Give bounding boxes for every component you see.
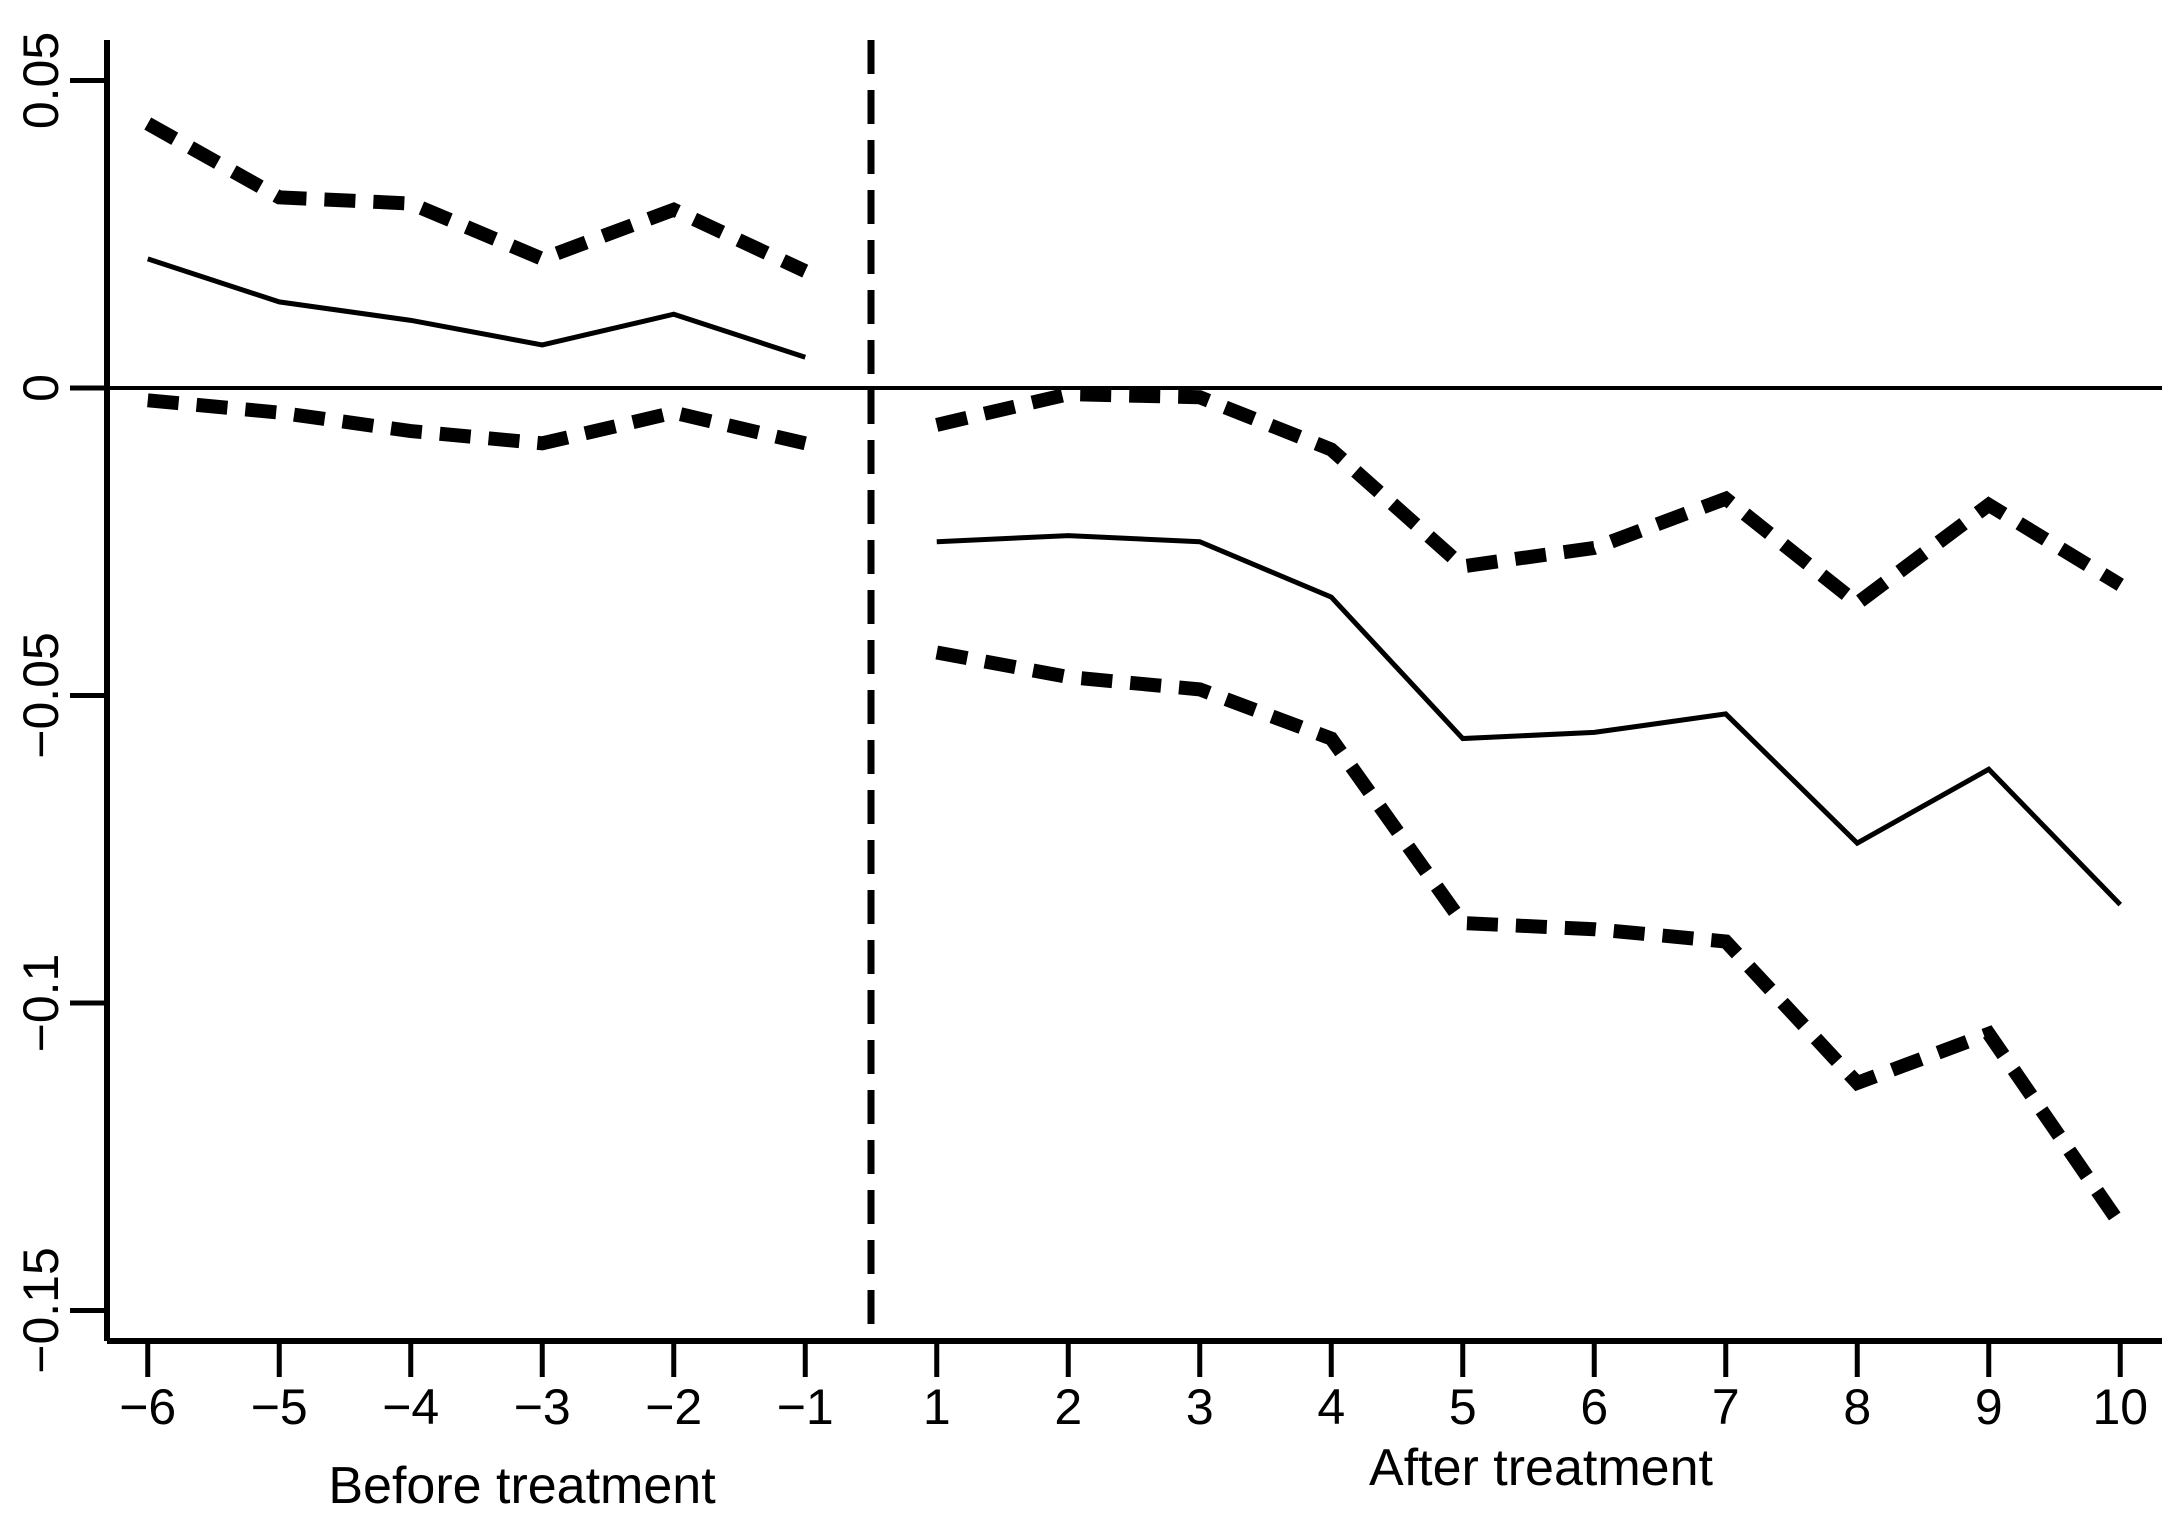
y-tick-label: −0.05 — [13, 632, 69, 759]
x-tick-label: 4 — [1317, 1379, 1345, 1435]
y-tick-label: −0.15 — [13, 1247, 69, 1374]
x-tick-label: 5 — [1449, 1379, 1477, 1435]
series-lower-ci-before — [147, 393, 807, 451]
x-tick-label: 7 — [1712, 1379, 1740, 1435]
y-axis: 0.05 0 −0.05 −0.1 −0.15 — [13, 32, 110, 1374]
x-tick-label: −3 — [514, 1379, 571, 1435]
series-estimate-after — [936, 533, 2123, 907]
x-tick-label: 6 — [1580, 1379, 1608, 1435]
x-tick-label: −6 — [119, 1379, 176, 1435]
x-axis: −6 −5 −4 −3 −2 −1 1 2 3 4 5 6 7 8 9 10 — [107, 1338, 2162, 1435]
y-tick-label: 0 — [13, 374, 69, 402]
x-tick-label: 9 — [1975, 1379, 2003, 1435]
after-treatment-label: After treatment — [1369, 1439, 1713, 1497]
y-tick-label: 0.05 — [13, 32, 69, 129]
series-estimate-before — [146, 256, 807, 360]
series-upper-ci-before — [144, 117, 809, 278]
x-tick-label: 3 — [1186, 1379, 1214, 1435]
x-tick-label: 10 — [2092, 1379, 2148, 1435]
series-upper-ci-after — [935, 387, 2124, 613]
x-tick-label: −5 — [251, 1379, 308, 1435]
x-tick-label: 8 — [1843, 1379, 1871, 1435]
ci-and-estimate-series — [144, 117, 2127, 1229]
before-treatment-label: Before treatment — [328, 1457, 716, 1515]
series-lower-ci-after — [935, 645, 2127, 1229]
x-tick-label: −1 — [777, 1379, 834, 1435]
x-tick-label: −4 — [382, 1379, 439, 1435]
x-tick-label: −2 — [645, 1379, 702, 1435]
x-tick-label: 1 — [923, 1379, 951, 1435]
x-tick-label: 2 — [1054, 1379, 1082, 1435]
y-tick-label: −0.1 — [13, 954, 69, 1053]
